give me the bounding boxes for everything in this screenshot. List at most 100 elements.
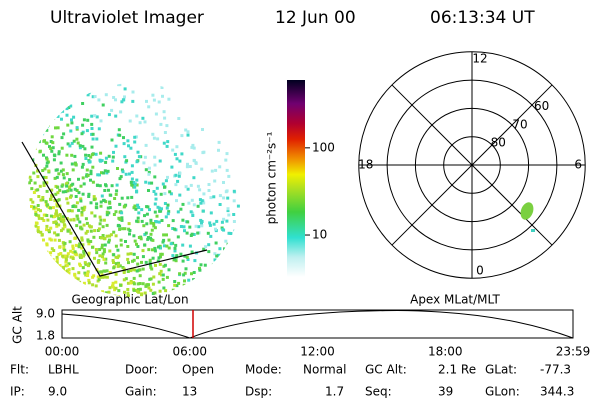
image-pixel — [56, 268, 60, 272]
image-pixel — [147, 105, 151, 109]
image-pixel — [71, 284, 75, 288]
image-pixel — [35, 258, 39, 262]
image-pixel — [55, 98, 59, 102]
image-pixel — [90, 153, 94, 157]
image-pixel — [192, 271, 196, 274]
image-pixel — [114, 98, 117, 102]
image-pixel — [126, 288, 130, 291]
image-pixel — [100, 194, 104, 198]
image-pixel — [106, 206, 110, 210]
image-pixel — [178, 193, 182, 197]
image-pixel — [30, 231, 34, 235]
image-pixel — [28, 245, 32, 249]
image-pixel — [68, 178, 72, 182]
image-pixel — [70, 287, 74, 291]
image-pixel — [120, 100, 124, 104]
image-pixel — [104, 183, 107, 187]
image-pixel — [124, 172, 128, 176]
image-pixel — [46, 285, 50, 289]
orbit-y-tick: 1.8 — [36, 329, 55, 343]
image-pixel — [69, 188, 73, 192]
image-pixel — [143, 291, 147, 295]
image-pixel — [42, 268, 46, 272]
image-pixel — [200, 167, 204, 171]
image-pixel — [123, 95, 126, 99]
image-pixel — [211, 263, 215, 267]
image-pixel — [65, 184, 69, 188]
image-pixel — [191, 143, 195, 147]
image-pixel — [67, 262, 71, 266]
image-pixel — [200, 224, 204, 228]
image-pixel — [186, 220, 190, 224]
image-pixel — [117, 261, 120, 265]
status-label: Mode: — [245, 363, 282, 377]
image-pixel — [42, 153, 45, 157]
image-pixel — [85, 273, 89, 277]
image-pixel — [212, 278, 216, 282]
image-pixel — [151, 238, 155, 242]
image-pixel — [222, 217, 226, 221]
image-pixel — [78, 253, 82, 257]
image-pixel — [71, 205, 75, 208]
image-pixel — [132, 206, 136, 210]
image-pixel — [151, 282, 155, 286]
image-pixel — [38, 248, 41, 252]
image-pixel — [127, 144, 130, 148]
image-pixel — [69, 104, 73, 108]
image-pixel — [135, 190, 138, 194]
image-pixel — [126, 281, 130, 285]
image-pixel — [107, 113, 111, 117]
image-pixel — [102, 248, 106, 252]
image-pixel — [89, 172, 93, 176]
image-pixel — [144, 180, 148, 184]
image-pixel — [217, 140, 221, 144]
image-pixel — [208, 223, 212, 227]
image-pixel — [87, 281, 91, 285]
image-pixel — [54, 289, 58, 293]
image-pixel — [46, 86, 50, 90]
status-label: Seq: — [365, 385, 392, 399]
image-pixel — [110, 108, 114, 112]
image-pixel — [179, 207, 183, 211]
image-pixel — [149, 277, 153, 281]
image-pixel — [53, 154, 57, 158]
image-pixel — [45, 250, 49, 254]
image-pixel — [223, 265, 227, 269]
image-pixel — [234, 247, 238, 251]
image-pixel — [55, 168, 59, 172]
image-pixel — [95, 137, 99, 141]
image-pixel — [30, 268, 34, 272]
image-pixel — [47, 264, 51, 268]
image-pixel — [121, 227, 125, 231]
image-pixel — [130, 170, 134, 174]
image-pixel — [143, 120, 147, 124]
image-pixel — [117, 254, 121, 258]
image-pixel — [30, 255, 34, 259]
image-pixel — [198, 268, 202, 272]
image-pixel — [85, 168, 89, 172]
image-pixel — [35, 106, 38, 110]
status-value: LBHL — [48, 363, 79, 377]
image-pixel — [83, 205, 87, 209]
image-pixel — [42, 265, 46, 268]
image-pixel — [220, 253, 224, 257]
image-pixel — [97, 127, 101, 131]
image-pixel — [33, 295, 37, 297]
image-pixel — [218, 272, 222, 276]
image-pixel — [91, 180, 95, 184]
image-pixel — [75, 201, 79, 205]
image-pixel — [166, 212, 170, 216]
image-pixel — [96, 173, 100, 177]
image-pixel — [53, 215, 57, 218]
image-pixel — [38, 149, 42, 153]
image-pixel — [179, 252, 183, 256]
image-pixel — [123, 290, 126, 294]
image-pixel — [167, 268, 171, 272]
image-pixel — [58, 277, 62, 281]
image-pixel — [184, 267, 188, 271]
image-pixel — [116, 248, 120, 252]
image-pixel — [161, 273, 165, 277]
image-pixel — [74, 195, 78, 198]
image-pixel — [107, 154, 111, 158]
image-pixel — [126, 270, 130, 273]
